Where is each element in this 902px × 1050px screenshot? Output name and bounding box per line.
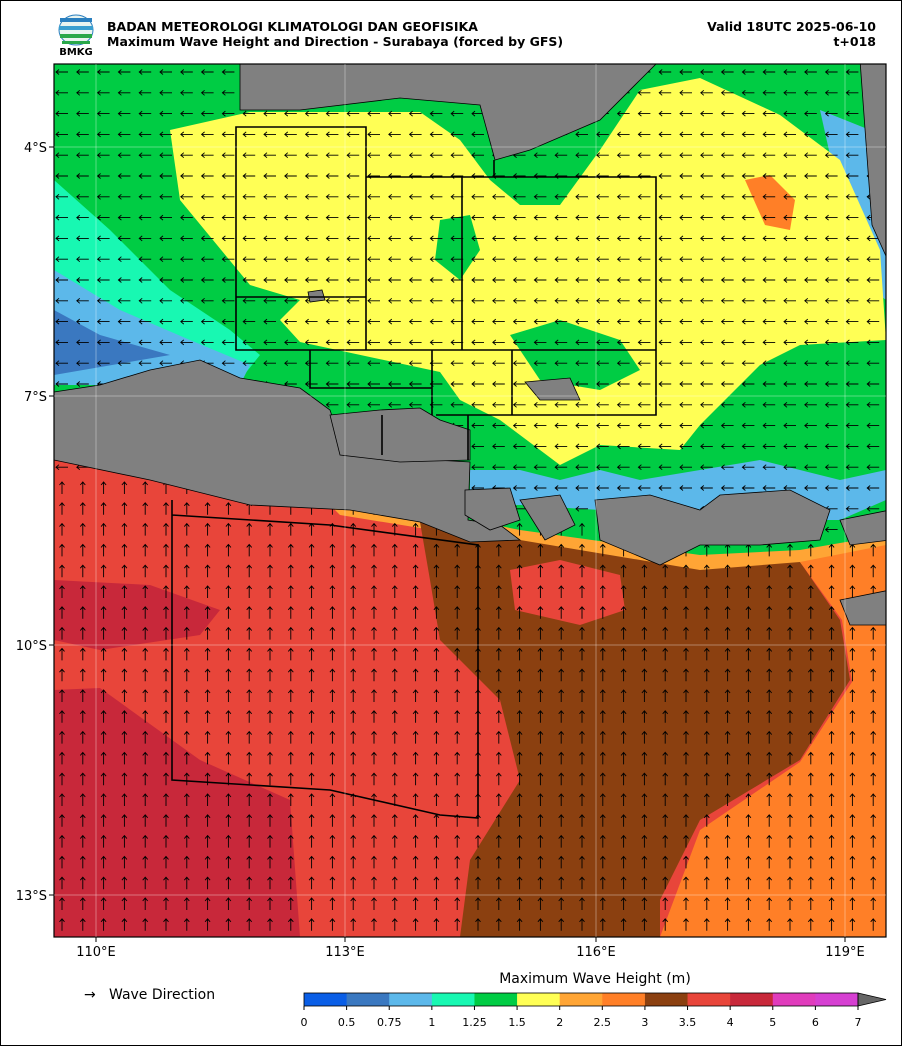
map-axes: 110°E 113°E 116°E 119°E 4°S 7°S 10°S 13°S (16, 64, 886, 960)
colorbar-tick-label: 0.5 (338, 1016, 356, 1029)
land (54, 64, 886, 626)
colorbar-tick-label: 7 (855, 1016, 862, 1029)
y-tick-label: 13°S (16, 889, 47, 904)
x-tick-label: 119°E (825, 945, 865, 960)
y-tick-label: 4°S (24, 141, 47, 156)
wave-arrows (59, 481, 877, 931)
legend-label: Wave Direction (109, 987, 215, 1003)
colorbar-segment (304, 993, 348, 1006)
colorbar-segment (730, 993, 774, 1006)
colorbar-tick-label: 4 (727, 1016, 734, 1029)
y-tick-label: 10°S (16, 639, 47, 654)
colorbar-segment (687, 993, 731, 1006)
colorbar-segment (389, 993, 433, 1006)
colorbar-tick-label: 6 (812, 1016, 819, 1029)
colorbar-tick-label: 1.5 (508, 1016, 526, 1029)
colorbar-segment (602, 993, 646, 1006)
x-tick-label: 116°E (576, 945, 616, 960)
colorbar-frame (303, 992, 859, 1007)
colorbar-segment (815, 993, 859, 1006)
colorbar-segment (644, 993, 689, 1006)
colorbar-segment (772, 993, 816, 1006)
colorbar-tick-label: 1 (428, 1016, 435, 1029)
agency-title: BADAN METEOROLOGI KLIMATOLOGI DAN GEOFIS… (107, 19, 478, 34)
logo-text: BMKG (59, 47, 93, 58)
map-frame (53, 63, 887, 938)
colorbar-tick-label: 3.5 (679, 1016, 697, 1029)
colorbar-segment (559, 993, 603, 1006)
colorbar-tick-label: 2 (556, 1016, 563, 1029)
colorbar-tick-label: 0 (301, 1016, 308, 1029)
arrow-symbol: → (84, 987, 96, 1003)
logo (58, 14, 94, 46)
colorbar-tick-label: 0.75 (377, 1016, 402, 1029)
colorbar-tick-label: 1.25 (462, 1016, 487, 1029)
colorbar-segment (346, 993, 390, 1006)
colorbar-tick-label: 5 (769, 1016, 776, 1029)
wave-arrows (55, 69, 880, 533)
lead-time: t+018 (833, 34, 876, 49)
colorbar-segment (474, 993, 518, 1006)
colorbar-segment (517, 993, 561, 1006)
x-tick-label: 110°E (76, 945, 116, 960)
colorbar-tick-label: 3 (641, 1016, 648, 1029)
y-tick-label: 7°S (24, 390, 47, 405)
colorbar-label: Maximum Wave Height (m) (499, 971, 691, 987)
valid-time: Valid 18UTC 2025-06-10 (707, 19, 876, 34)
colorbar-segment (431, 993, 475, 1006)
x-tick-label: 113°E (325, 945, 365, 960)
domain-boxes (171, 126, 657, 819)
colorbar: 0 0.5 0.75 1 1.25 1.5 2 2.5 3 3.5 4 5 6 7 (301, 992, 887, 1029)
map-title: Maximum Wave Height and Direction - Sura… (107, 34, 563, 49)
colorbar-tick-label: 2.5 (594, 1016, 612, 1029)
map (54, 64, 886, 937)
